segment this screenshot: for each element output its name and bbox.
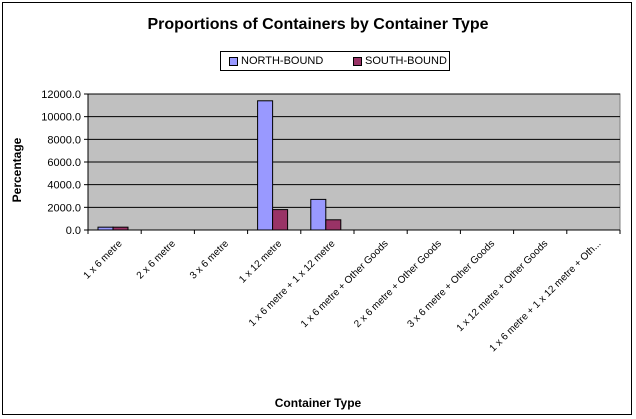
y-tick-label: 0.0 xyxy=(66,225,81,237)
bar-south xyxy=(272,209,289,231)
y-tick-label: 6000.0 xyxy=(47,157,81,169)
x-axis-label: Container Type xyxy=(274,396,362,410)
y-tick-label: 8000.0 xyxy=(47,134,81,146)
x-tick-label: 2 x 6 metre xyxy=(135,238,178,281)
legend-item-north: NORTH-BOUND xyxy=(229,55,323,67)
y-tick-label: 12000.0 xyxy=(41,89,81,101)
x-tick-label: 1 x 6 metre + 1 x 12 metre xyxy=(247,238,338,329)
x-tick-label: 1 x 12 metre xyxy=(237,238,284,285)
legend-swatch-south xyxy=(353,56,362,66)
bar-north xyxy=(97,226,114,231)
x-tick-label: 3 x 6 metre + Other Goods xyxy=(405,238,497,330)
x-tick-label: 1 x 6 metre xyxy=(82,238,125,281)
y-tick-label: 2000.0 xyxy=(47,202,81,214)
bar-north xyxy=(257,100,274,231)
bar-north xyxy=(310,198,327,231)
bar-south xyxy=(112,226,129,231)
legend-label-north: NORTH-BOUND xyxy=(241,55,324,67)
x-tick-label: 3 x 6 metre xyxy=(188,238,231,281)
legend-item-south: SOUTH-BOUND xyxy=(353,55,447,67)
x-tick-label: 1 x 12 metre + Other Goods xyxy=(455,238,551,334)
y-tick-label: 4000.0 xyxy=(47,180,81,192)
legend-swatch-north xyxy=(229,56,238,66)
legend: NORTH-BOUND SOUTH-BOUND xyxy=(220,51,450,71)
legend-label-south: SOUTH-BOUND xyxy=(365,55,447,67)
x-tick-label: 1 x 6 metre + Other Goods xyxy=(299,238,391,330)
x-tick-label: 1 x 6 metre + 1 x 12 metre + Oth... xyxy=(488,238,604,354)
y-tick-label: 10000.0 xyxy=(41,112,81,124)
chart-title: Proportions of Containers by Container T… xyxy=(147,16,489,33)
bar-south xyxy=(325,219,342,231)
x-tick-label: 2 x 6 metre + Other Goods xyxy=(352,238,444,330)
